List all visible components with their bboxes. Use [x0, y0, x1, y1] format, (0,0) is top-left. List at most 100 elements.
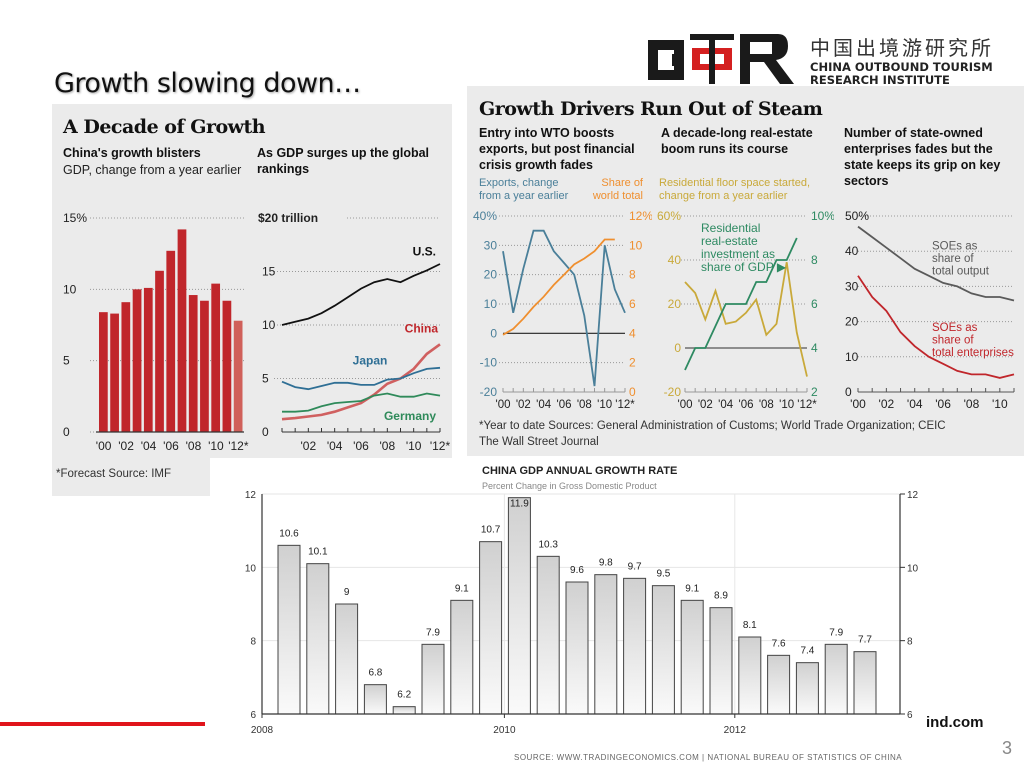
series-line-floor-space	[684, 262, 808, 377]
panel-heading: A Decade of Growth	[63, 116, 266, 138]
logo-english-line2: RESEARCH INSTITUTE	[810, 73, 950, 87]
y-tick-label-right: 10%	[811, 209, 834, 223]
bar	[767, 654, 791, 715]
x-tick-label: '08	[964, 397, 980, 411]
x-tick-label: '12*	[228, 439, 249, 453]
bar	[188, 295, 198, 432]
bar	[421, 643, 445, 715]
x-tick-label: '04	[327, 439, 343, 453]
x-tick-label: '12*	[615, 399, 635, 411]
bar	[277, 544, 301, 715]
bar-value-label: 9.7	[628, 561, 642, 572]
bar-value-label: 7.7	[858, 635, 872, 646]
bar-value-label: 7.9	[426, 627, 440, 638]
bar	[155, 270, 164, 432]
cotri-logo-mark	[648, 34, 794, 84]
x-tick-label: '00	[96, 439, 112, 453]
y-tick-label: 40	[845, 244, 859, 258]
bar	[132, 289, 142, 432]
y-tick-label-left: -20	[664, 385, 682, 399]
y-tick-label-right: 4	[811, 341, 818, 355]
logo-english-line1: CHINA OUTBOUND TOURISM	[810, 60, 993, 74]
bar-value-label: 10.3	[538, 539, 558, 550]
x-tick-label: '08	[186, 439, 202, 453]
x-tick-label: '02	[879, 397, 895, 411]
y-tick-label-left: 20	[484, 268, 498, 282]
bar-value-label: 6.2	[397, 690, 411, 701]
y-tick-label: 50%	[845, 209, 869, 223]
series-label: share of	[932, 335, 974, 347]
axis-label-left: Residential floor space started, change …	[659, 177, 811, 202]
axis-label-left: Exports, change from a year earlier	[479, 177, 569, 202]
china-gdp-annual-growth-chart: CHINA GDP ANNUAL GROWTH RATE Percent Chan…	[210, 458, 932, 768]
bar	[99, 312, 108, 432]
bar	[680, 599, 704, 715]
series-annotation: share of GDP ▶	[701, 260, 787, 274]
x-tick-label: '08	[759, 399, 774, 411]
y-tick-label-left: 12	[245, 490, 257, 501]
bar	[177, 229, 187, 432]
source-note: *Forecast Source: IMF	[56, 468, 172, 480]
bar-value-label: 10.7	[481, 525, 501, 536]
x-tick-label: '10	[208, 439, 224, 453]
series-label: share of	[932, 253, 974, 265]
y-tick-label: 0	[63, 425, 70, 439]
x-tick-label: '08	[380, 439, 396, 453]
x-tick-label: '10	[992, 397, 1008, 411]
source-note: *Year to date Sources: General Administr…	[479, 420, 946, 432]
x-tick-label: '02	[301, 439, 317, 453]
bar-value-label: 9.1	[685, 583, 699, 594]
chart-title: China's growth blisters	[63, 146, 201, 160]
x-tick-label: '04	[907, 397, 923, 411]
chart-title: Entry into WTO boosts exports, but post …	[479, 126, 635, 172]
series-label: SOEs as	[932, 322, 978, 334]
logo-chinese-text: 中国出境游研究所	[810, 36, 994, 60]
bar-value-label: 7.4	[800, 646, 814, 657]
x-tick-label: '10	[779, 399, 794, 411]
x-tick-label: '00	[850, 397, 866, 411]
series-line-share	[502, 238, 615, 336]
real-estate-chart: -20 20 420 640 860% 10%'00'02'04'06'08'10'12*…	[657, 209, 834, 411]
bar-value-label: 8.9	[714, 591, 728, 602]
bar-value-label: 8.1	[743, 620, 757, 631]
y-tick-label: 0	[845, 385, 852, 399]
series-label: U.S.	[413, 244, 436, 258]
y-tick-label-left: -10	[480, 356, 498, 370]
bar	[233, 320, 243, 432]
x-tick-label: '06	[935, 397, 951, 411]
x-tick-label: '12*	[797, 399, 817, 411]
y-tick-label-left: 10	[245, 563, 257, 574]
y-tick-label-left: 40%	[473, 209, 497, 223]
x-tick-label: '08	[577, 399, 592, 411]
bar	[536, 555, 560, 715]
publisher-note: The Wall Street Journal	[479, 436, 599, 448]
growth-drivers-panel: Growth Drivers Run Out of Steam Entry in…	[467, 86, 1024, 456]
y-tick-label-right: 6	[907, 710, 913, 721]
y-tick-label: 5	[262, 372, 269, 386]
y-tick-label-right: 10	[907, 563, 919, 574]
series-label: Japan	[353, 354, 388, 368]
series-line-exports	[502, 229, 626, 387]
bar-value-label: 7.6	[772, 638, 786, 649]
y-tick-label-left: 0	[490, 326, 497, 340]
growth-blisters-chart: 0 5 10 15% '00 '02 '04 '06 '08 '10 '12*	[63, 211, 249, 453]
series-label: China	[405, 321, 439, 335]
axis-label-right: Share of world total	[592, 177, 643, 202]
series-line-investment	[684, 237, 798, 371]
chart-title: As GDP surges up the global rankings	[257, 146, 430, 176]
y-tick-label-right: 2	[811, 385, 818, 399]
bar-value-label: 9.6	[570, 565, 584, 576]
x-tick-label: '04	[536, 399, 552, 411]
bar-value-label: 6.8	[368, 668, 382, 679]
y-tick-label: 0	[262, 425, 269, 439]
bar-value-label: 9.5	[656, 569, 670, 580]
series-label: total output	[932, 265, 990, 277]
chart-title: CHINA GDP ANNUAL GROWTH RATE	[482, 465, 677, 477]
y-tick-label-right: 10	[629, 238, 643, 252]
bar	[110, 313, 119, 432]
x-tick-label: '04	[718, 399, 734, 411]
x-tick-label: '00	[496, 399, 511, 411]
y-tick-label-right: 0	[629, 385, 636, 399]
y-tick-label-left: 60%	[657, 209, 681, 223]
source-note: SOURCE: WWW.TRADINGECONOMICS.COM | NATIO…	[514, 753, 902, 762]
